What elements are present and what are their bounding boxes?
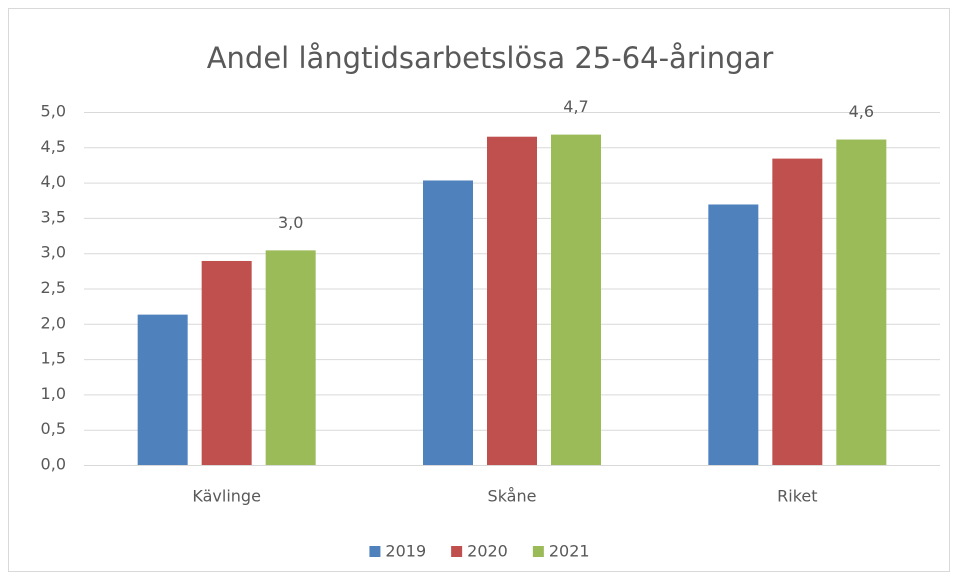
y-tick-label: 3,0 [41, 243, 66, 262]
legend-label: 2019 [385, 542, 426, 561]
y-tick-label: 0,5 [41, 419, 66, 438]
data-label: 4,6 [849, 102, 874, 121]
y-tick-label: 1,0 [41, 384, 66, 403]
y-tick-label: 1,5 [41, 349, 66, 368]
chart-title: Andel långtidsarbetslösa 25-64-åringar [207, 41, 774, 75]
bar [265, 250, 316, 465]
bar [708, 204, 759, 465]
y-tick-label: 3,5 [41, 207, 66, 226]
legend-label: 2021 [549, 542, 590, 561]
legend-label: 2020 [467, 542, 508, 561]
legend-swatch [451, 546, 463, 557]
bar [551, 134, 601, 466]
data-label: 3,0 [278, 213, 303, 232]
bar [772, 158, 823, 465]
y-tick-label: 2,5 [41, 278, 66, 297]
y-tick-label: 2,0 [41, 313, 66, 332]
y-tick-label: 5,0 [41, 102, 66, 121]
legend-swatch [369, 546, 381, 557]
y-tick-label: 4,0 [41, 172, 66, 191]
bar [423, 180, 473, 465]
bar [836, 139, 887, 465]
x-tick-label: Kävlinge [192, 487, 261, 506]
y-tick-label: 4,5 [41, 137, 66, 156]
data-label: 4,7 [563, 97, 588, 116]
bar [487, 136, 537, 465]
x-tick-label: Riket [777, 487, 817, 506]
y-tick-label: 0,0 [41, 455, 66, 474]
bar [201, 260, 252, 465]
x-tick-label: Skåne [488, 487, 537, 506]
legend-swatch [532, 546, 544, 557]
bar [137, 314, 188, 465]
